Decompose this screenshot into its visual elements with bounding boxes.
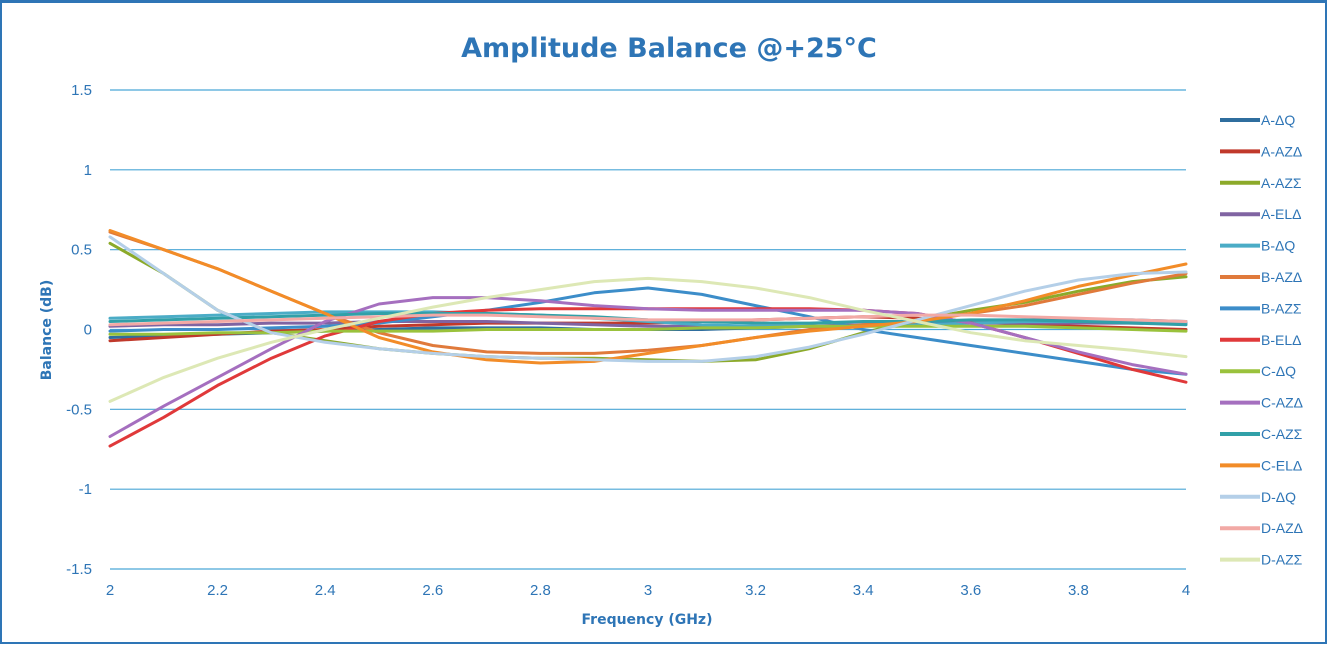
legend-label: C-ΔQ <box>1261 363 1296 379</box>
x-axis-ticks: 2 2.2 2.4 2.6 2.8 3 3.2 3.4 3.6 3.8 4 <box>106 582 1190 599</box>
legend-label: A-AZΔ <box>1261 143 1302 159</box>
series-line-4 <box>108 310 1188 328</box>
legend-label: D-AZΣ <box>1261 552 1303 568</box>
amplitude-balance-chart: Amplitude Balance @+25°C 1.5 1 0.5 0 -0.5 -1 -… <box>39 33 1303 628</box>
y-axis-ticks: 1.5 1 0.5 0 -0.5 -1 -1.5 <box>66 82 92 578</box>
x-tick-label: 2.2 <box>207 582 228 599</box>
x-tick-label: 3.8 <box>1068 582 1089 599</box>
x-tick-label: 3.6 <box>960 582 981 599</box>
legend-label: B-AZΔ <box>1261 269 1302 285</box>
legend-label: C-AZΣ <box>1261 426 1303 442</box>
y-axis-label: Balance (dB) <box>39 280 55 381</box>
series-line-11 <box>108 229 1188 365</box>
series-line-12 <box>108 235 1188 363</box>
legend-label: A-ELΔ <box>1261 206 1301 222</box>
series-line-6 <box>108 286 1188 376</box>
x-tick-label: 3.2 <box>745 582 766 599</box>
y-tick-label: 0.5 <box>71 242 92 259</box>
x-tick-label: 3 <box>644 582 652 599</box>
legend-label: C-ELΔ <box>1261 457 1302 473</box>
legend-label: C-AZΔ <box>1261 395 1303 411</box>
y-tick-label: 1 <box>84 162 92 179</box>
legend: A-ΔQ A-AZΔ A-AZΣ A-ELΔ B-ΔQ B-AZΔ B-AZΣ B-ELΔ C-… <box>1220 112 1303 568</box>
x-tick-label: 2 <box>106 582 114 599</box>
x-tick-label: 2.4 <box>315 582 336 599</box>
chart-title: Amplitude Balance @+25°C <box>461 33 877 64</box>
legend-label: A-ΔQ <box>1261 112 1295 128</box>
legend-label: D-ΔQ <box>1261 489 1296 505</box>
series-line-8 <box>108 324 1188 336</box>
legend-label: A-AZΣ <box>1261 175 1302 191</box>
legend-label: D-AZΔ <box>1261 520 1303 536</box>
x-axis-label: Frequency (GHz) <box>582 612 713 628</box>
y-tick-label: 1.5 <box>71 82 92 99</box>
y-tick-label: -1.5 <box>66 561 92 578</box>
series-line-14 <box>108 276 1188 403</box>
legend-label: B-ELΔ <box>1261 332 1301 348</box>
series-line-9 <box>108 296 1188 438</box>
y-tick-label: -0.5 <box>66 401 92 418</box>
series-lines <box>108 229 1188 448</box>
legend-label: B-ΔQ <box>1261 238 1295 254</box>
legend-label: B-AZΣ <box>1261 300 1302 316</box>
x-tick-label: 2.8 <box>530 582 551 599</box>
series-line-13 <box>108 313 1188 327</box>
y-tick-label: 0 <box>84 322 92 339</box>
y-tick-label: -1 <box>79 481 92 498</box>
x-tick-label: 3.4 <box>853 582 874 599</box>
x-tick-label: 2.6 <box>422 582 443 599</box>
x-tick-label: 4 <box>1182 582 1190 599</box>
